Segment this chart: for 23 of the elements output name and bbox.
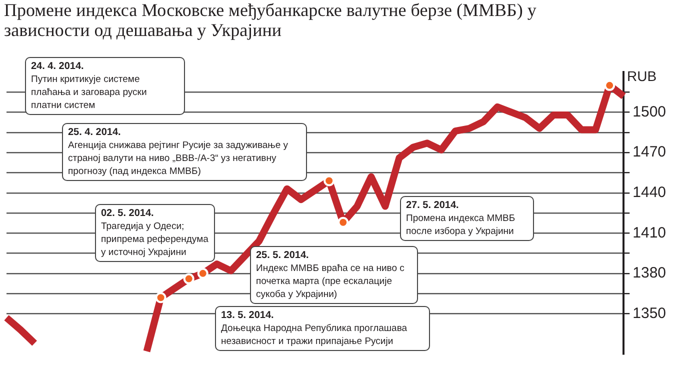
point	[197, 268, 208, 279]
chart-title: Промене индекса Московске међубанкарске валутне берзе (ММВБ) у зависности од дешавања у Украјини	[4, 0, 538, 40]
annotation: 25. 5. 2014. Индекс ММВБ враћа се на ниво с почетка марта (пре ескалације сукоба у Украјини)	[256, 249, 406, 300]
annotation: 13. 5. 2014. Доњецка Народна Република проглашава независност и тражи припајање Русији	[221, 309, 408, 347]
point	[155, 292, 166, 304]
y-tick-label: 1470	[632, 144, 666, 161]
y-tick-label: 1350	[632, 304, 666, 322]
y-tick-label: 1380	[632, 264, 666, 282]
callout: 25. 5. 2014. Индекс ММВБ враћа се на ниво с почетка марта (пре ескалације сукоба у Украјини)	[250, 246, 418, 304]
point	[183, 273, 194, 284]
y-tick-label: 1410	[632, 224, 666, 242]
y-tick-label: 1440	[632, 184, 666, 201]
annotation: 27. 5. 2014. Промена индекса ММВБ после избора у Украјини	[406, 199, 516, 237]
callout: 24. 4. 2014. Путин критикује системе плаћања и заговара руски платни систем	[25, 57, 185, 115]
callout: 13. 5. 2014. Доњецка Народна Република проглашава независност и тражи припајање Русији	[215, 306, 430, 351]
callout: 27. 5. 2014. Промена индекса ММВБ после избора у Украјини	[400, 196, 534, 241]
y-tick-label: 1500	[632, 103, 666, 120]
callout: 25. 4. 2014. Агенција снижава рејтинг Русије за задуживање у страној валути на ниво „BBB-/A-3“ уз негативну прогнозу (пад индекса ММВБ)	[62, 123, 307, 181]
annotation: 25. 4. 2014. Агенција снижава рејтинг Русије за задуживање у страној валути на ниво „BBB-/A-3“ уз негативну прогнозу (пад индекса ММВБ)	[68, 126, 290, 177]
annotation: 02. 5. 2014. Трагедија у Одеси; припрема референдума у источној Украјини	[101, 207, 209, 258]
annotation: 24. 4. 2014. Путин критикује системе плаћања и заговара руски платни систем	[31, 60, 148, 111]
callout: 02. 5. 2014. Трагедија у Одеси; припрема референдума у источној Украјини	[95, 204, 215, 262]
y-axis-title: RUB	[627, 68, 657, 84]
